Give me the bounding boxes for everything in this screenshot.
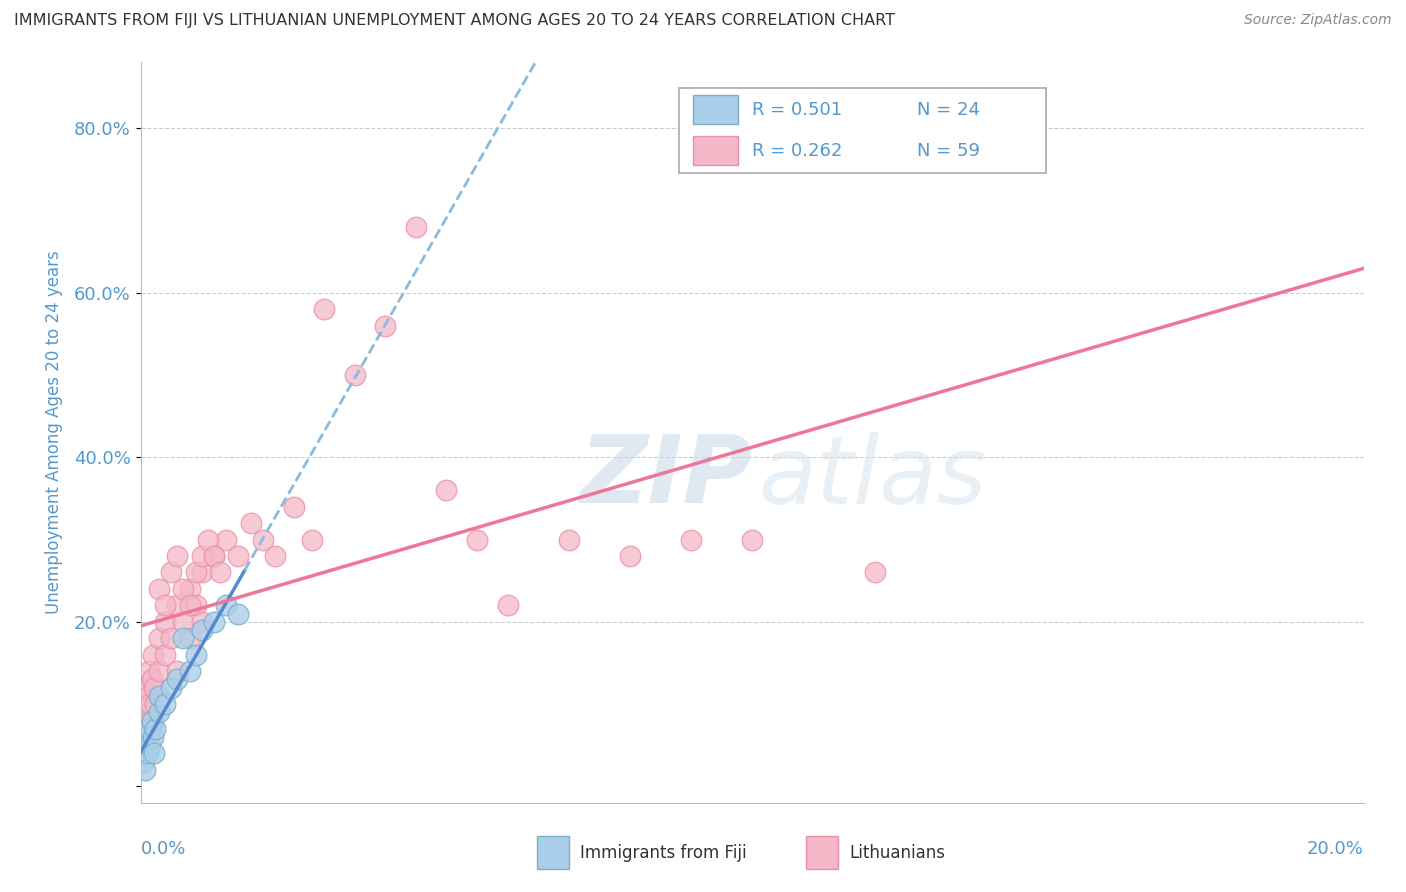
Point — [301, 533, 323, 547]
Point — [143, 747, 166, 761]
Text: ZIP: ZIP — [579, 431, 752, 523]
Point — [166, 549, 188, 563]
Point — [191, 623, 214, 637]
Y-axis label: Unemployment Among Ages 20 to 24 years: Unemployment Among Ages 20 to 24 years — [45, 251, 63, 615]
Point — [143, 722, 166, 736]
Point — [153, 599, 176, 613]
Point — [191, 566, 214, 580]
Point — [209, 566, 232, 580]
Point — [143, 681, 166, 695]
Point — [374, 318, 396, 333]
Point — [132, 714, 155, 728]
Point — [131, 747, 153, 761]
Point — [134, 722, 156, 736]
Point — [134, 697, 156, 711]
Point — [153, 615, 176, 629]
Point — [172, 632, 194, 646]
Point — [139, 697, 162, 711]
Point — [134, 763, 156, 777]
Point — [148, 582, 170, 596]
Point — [141, 714, 163, 728]
Point — [239, 516, 262, 530]
Point — [202, 549, 225, 563]
Point — [139, 738, 162, 752]
Point — [136, 747, 159, 761]
Point — [153, 648, 176, 662]
Point — [148, 689, 170, 703]
Point — [131, 730, 153, 744]
Point — [179, 664, 201, 678]
Point — [148, 664, 170, 678]
Point — [741, 533, 763, 547]
Point — [172, 615, 194, 629]
Point — [184, 599, 207, 613]
Point — [135, 706, 157, 720]
Point — [252, 533, 274, 547]
Point — [405, 219, 427, 234]
Point — [148, 632, 170, 646]
Text: 0.0%: 0.0% — [141, 840, 186, 858]
Point — [160, 632, 183, 646]
Point — [681, 533, 703, 547]
Text: atlas: atlas — [758, 432, 987, 523]
Point — [135, 730, 157, 744]
Point — [142, 714, 165, 728]
Point — [179, 632, 201, 646]
Point — [142, 648, 165, 662]
Point — [283, 500, 305, 514]
Point — [166, 599, 188, 613]
Point — [202, 549, 225, 563]
Point — [136, 689, 159, 703]
Point — [197, 533, 219, 547]
Point — [142, 730, 165, 744]
Point — [179, 599, 201, 613]
Point — [143, 697, 166, 711]
Point — [184, 566, 207, 580]
Point — [138, 714, 160, 728]
Point — [619, 549, 641, 563]
Point — [153, 697, 176, 711]
Text: Source: ZipAtlas.com: Source: ZipAtlas.com — [1244, 13, 1392, 28]
Point — [134, 738, 156, 752]
Point — [138, 664, 160, 678]
Point — [184, 648, 207, 662]
Point — [202, 615, 225, 629]
Point — [465, 533, 488, 547]
Text: 20.0%: 20.0% — [1308, 840, 1364, 858]
Point — [148, 706, 170, 720]
Point — [264, 549, 287, 563]
Point — [166, 664, 188, 678]
Point — [138, 722, 160, 736]
Point — [343, 368, 366, 382]
Point — [135, 681, 157, 695]
Point — [863, 566, 886, 580]
Point — [166, 673, 188, 687]
Point — [160, 566, 183, 580]
Point — [160, 681, 183, 695]
Point — [191, 615, 214, 629]
Point — [191, 549, 214, 563]
Point — [172, 582, 194, 596]
Point — [215, 533, 238, 547]
Point — [132, 755, 155, 769]
Text: IMMIGRANTS FROM FIJI VS LITHUANIAN UNEMPLOYMENT AMONG AGES 20 TO 24 YEARS CORREL: IMMIGRANTS FROM FIJI VS LITHUANIAN UNEMP… — [14, 13, 896, 29]
Point — [141, 673, 163, 687]
Point — [558, 533, 581, 547]
Point — [312, 302, 335, 317]
Point — [436, 483, 458, 498]
Point — [496, 599, 519, 613]
Point — [228, 607, 250, 621]
Point — [228, 549, 250, 563]
Point — [215, 599, 238, 613]
Point — [179, 582, 201, 596]
